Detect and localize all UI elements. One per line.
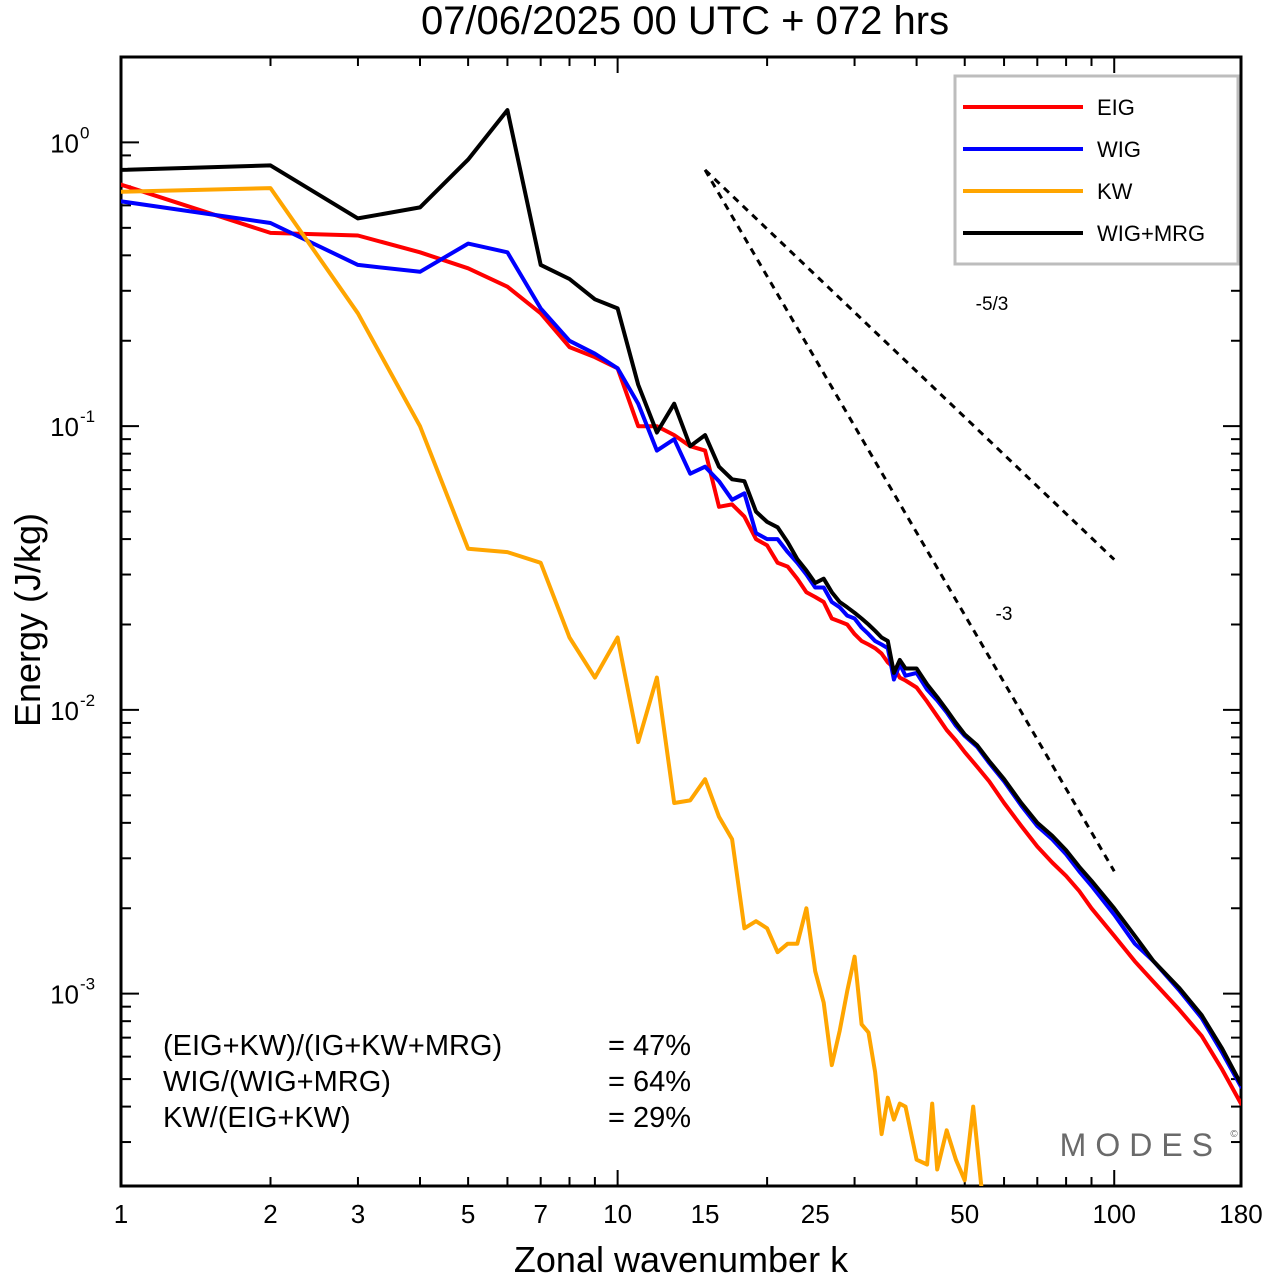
- ratio-label: KW/(EIG+KW): [163, 1102, 351, 1134]
- y-tick-base: 10: [50, 696, 79, 726]
- ratio-value: = 47%: [608, 1030, 691, 1062]
- x-axis-label: Zonal wavenumber k: [514, 1239, 849, 1280]
- logo-copyright-mark: ©: [1230, 1129, 1238, 1140]
- reference-slope-line: [703, 169, 1116, 873]
- y-tick-label: 10 -3: [50, 975, 95, 1010]
- ratio-annotations: (EIG+KW)/(IG+KW+MRG) = 47% WIG/(WIG+MRG) = …: [163, 1030, 691, 1134]
- y-tick-exponent: -1: [80, 407, 95, 426]
- x-tick-label: 3: [351, 1199, 365, 1229]
- x-tick-label: 1: [114, 1199, 128, 1229]
- modes-logo: MODES ©: [1060, 1127, 1239, 1163]
- y-tick-label: 10 0: [50, 123, 89, 158]
- x-tick-label: 100: [1093, 1199, 1136, 1229]
- y-tick-exponent: -2: [80, 691, 95, 710]
- legend-label: WIG: [1097, 137, 1141, 162]
- y-tick-exponent: -3: [80, 975, 95, 994]
- x-tick-labels: 1 2 3 5 7 10 15 25 50 100 180: [114, 1199, 1263, 1229]
- x-tick-label: 50: [950, 1199, 979, 1229]
- plot-frame: [119, 55, 1243, 1188]
- y-tick-label: 10 -1: [50, 407, 95, 442]
- legend: EIG WIG KW WIG+MRG: [953, 74, 1240, 266]
- series-line-eig: [121, 182, 1241, 1106]
- y-tick-base: 10: [50, 128, 79, 158]
- series-line-wig: [121, 199, 1241, 1089]
- ratio-label: WIG/(WIG+MRG): [163, 1066, 391, 1098]
- x-tick-label: 25: [801, 1199, 830, 1229]
- series-line-wig-mrg: [121, 108, 1241, 1087]
- series-line-kw: [121, 186, 984, 1186]
- reference-lines: -5/3 -3: [703, 168, 1116, 873]
- series-layer: [121, 108, 1241, 1186]
- x-tick-label: 180: [1219, 1199, 1262, 1229]
- reference-slope-label: -5/3: [976, 294, 1009, 315]
- x-tick-label: 2: [263, 1199, 277, 1229]
- x-tick-label: 7: [533, 1199, 547, 1229]
- reference-slope-label: -3: [996, 604, 1013, 625]
- y-tick-base: 10: [50, 412, 79, 442]
- legend-label: EIG: [1097, 95, 1135, 120]
- chart-title: 07/06/2025 00 UTC + 072 hrs: [421, 0, 949, 43]
- y-axis-label: Energy (J/kg): [7, 513, 48, 727]
- x-tick-label: 10: [603, 1199, 632, 1229]
- x-tick-label: 5: [461, 1199, 475, 1229]
- reference-slope-line: [704, 168, 1116, 561]
- ratio-value: = 29%: [608, 1102, 691, 1134]
- y-tick-exponent: 0: [80, 123, 89, 142]
- legend-label: WIG+MRG: [1097, 221, 1205, 246]
- x-tick-label: 15: [691, 1199, 720, 1229]
- legend-label: KW: [1097, 179, 1133, 204]
- y-tick-label: 10 -2: [50, 691, 95, 726]
- ratio-value: = 64%: [608, 1066, 691, 1098]
- ratio-label: (EIG+KW)/(IG+KW+MRG): [163, 1030, 502, 1062]
- logo-text: MODES: [1060, 1127, 1222, 1163]
- y-tick-base: 10: [50, 980, 79, 1010]
